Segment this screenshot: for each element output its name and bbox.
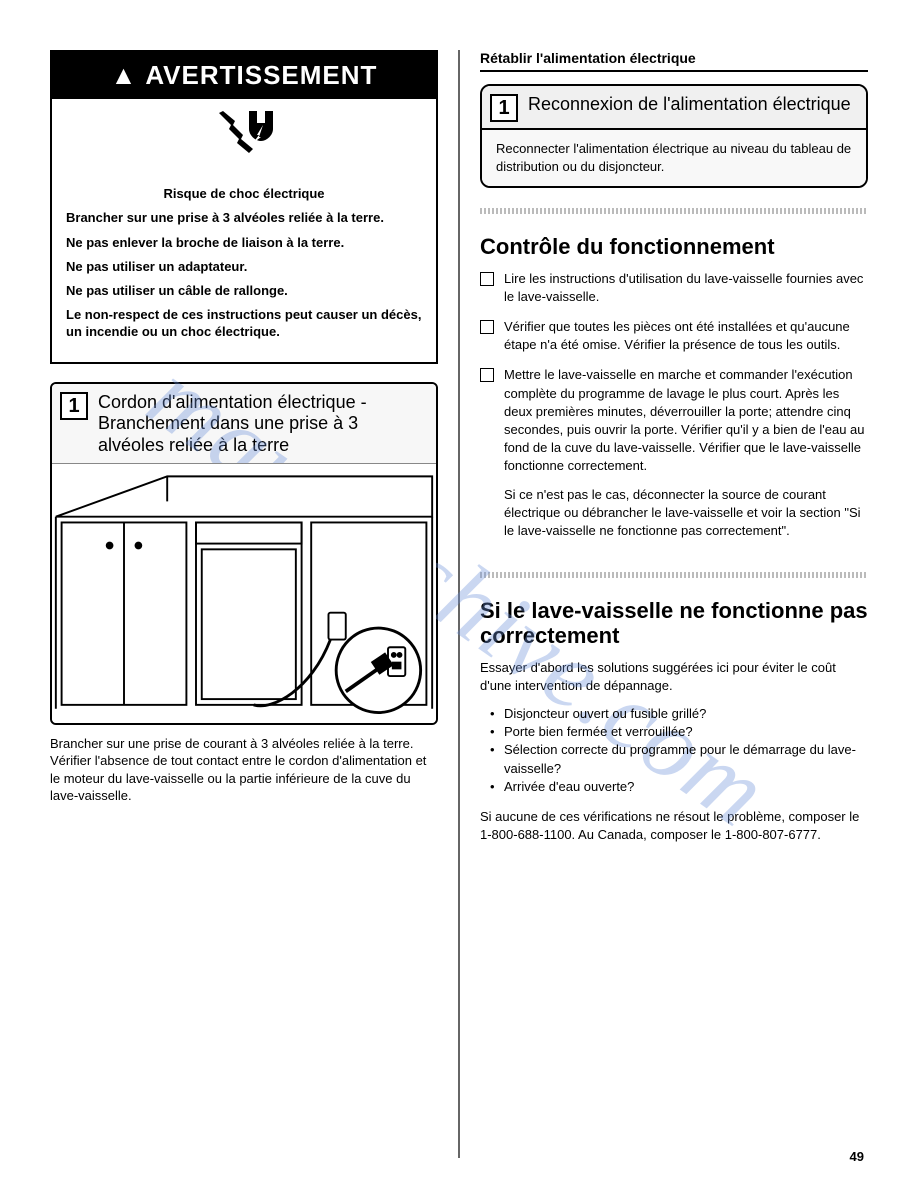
- warning-line: Le non-respect de ces instructions peut …: [66, 307, 422, 340]
- warning-line: Brancher sur une prise à 3 alvéoles reli…: [66, 210, 422, 226]
- right-step-number: 1: [490, 94, 518, 122]
- trouble-outro: Si aucune de ces vérifications ne résout…: [480, 808, 868, 844]
- left-step-title: Cordon d'alimentation électrique - Branc…: [98, 392, 426, 457]
- right-step-header: 1 Reconnexion de l'alimentation électriq…: [482, 86, 866, 130]
- controle-heading: Contrôle du fonctionnement: [480, 234, 868, 259]
- warning-shock-icon: [52, 99, 436, 172]
- checklist-item: Lire les instructions d'utilisation du l…: [480, 270, 868, 306]
- left-step-header: 1 Cordon d'alimentation électrique - Bra…: [52, 384, 436, 463]
- bullet-item: Arrivée d'eau ouverte?: [494, 778, 868, 796]
- warning-risk-line: Risque de choc électrique: [66, 186, 422, 202]
- warning-box: ▲ AVERTISSEMENT Risque de choc électriqu…: [50, 50, 438, 364]
- decorative-rule: [480, 572, 868, 578]
- warning-line: Ne pas utiliser un adaptateur.: [66, 259, 422, 275]
- left-step-box: 1 Cordon d'alimentation électrique - Bra…: [50, 382, 438, 725]
- trouble-intro: Essayer d'abord les solutions suggérées …: [480, 659, 868, 695]
- bullet-item: Porte bien fermée et verrouillée?: [494, 723, 868, 741]
- right-step-box: 1 Reconnexion de l'alimentation électriq…: [480, 84, 868, 188]
- page-number: 49: [850, 1149, 864, 1164]
- page-content: ▲ AVERTISSEMENT Risque de choc électriqu…: [50, 50, 868, 1158]
- trouble-bullets: Disjoncteur ouvert ou fusible grillé? Po…: [480, 705, 868, 796]
- bullet-item: Disjoncteur ouvert ou fusible grillé?: [494, 705, 868, 723]
- warning-triangle-icon: ▲: [111, 60, 138, 91]
- warning-line: Ne pas enlever la broche de liaison à la…: [66, 235, 422, 251]
- warning-header-text: AVERTISSEMENT: [145, 60, 377, 91]
- column-divider: [458, 50, 460, 1158]
- subsection-title: Rétablir l'alimentation électrique: [480, 50, 868, 72]
- warning-body: Risque de choc électrique Brancher sur u…: [52, 172, 436, 362]
- bullet-item: Sélection correcte du programme pour le …: [494, 741, 868, 777]
- dishwasher-illustration: [52, 463, 436, 723]
- left-step-caption: Brancher sur une prise de courant à 3 al…: [50, 735, 438, 805]
- checklist-item: Mettre le lave-vaisselle en marche et co…: [480, 366, 868, 540]
- left-step-number: 1: [60, 392, 88, 420]
- decorative-rule: [480, 208, 868, 214]
- checklist-item-text: Mettre le lave-vaisselle en marche et co…: [504, 367, 865, 473]
- warning-header: ▲ AVERTISSEMENT: [52, 52, 436, 99]
- trouble-heading: Si le lave-vaisselle ne fonctionne pas c…: [480, 598, 868, 649]
- warning-line: Ne pas utiliser un câble de rallonge.: [66, 283, 422, 299]
- controle-checklist: Lire les instructions d'utilisation du l…: [480, 270, 868, 552]
- checklist-item-sub: Si ce n'est pas le cas, déconnecter la s…: [504, 486, 868, 541]
- right-step-body: Reconnecter l'alimentation électrique au…: [482, 130, 866, 186]
- right-column: Rétablir l'alimentation électrique 1 Rec…: [480, 50, 868, 1158]
- checklist-item: Vérifier que toutes les pièces ont été i…: [480, 318, 868, 354]
- right-step-title: Reconnexion de l'alimentation électrique: [528, 94, 856, 116]
- left-column: ▲ AVERTISSEMENT Risque de choc électriqu…: [50, 50, 438, 1158]
